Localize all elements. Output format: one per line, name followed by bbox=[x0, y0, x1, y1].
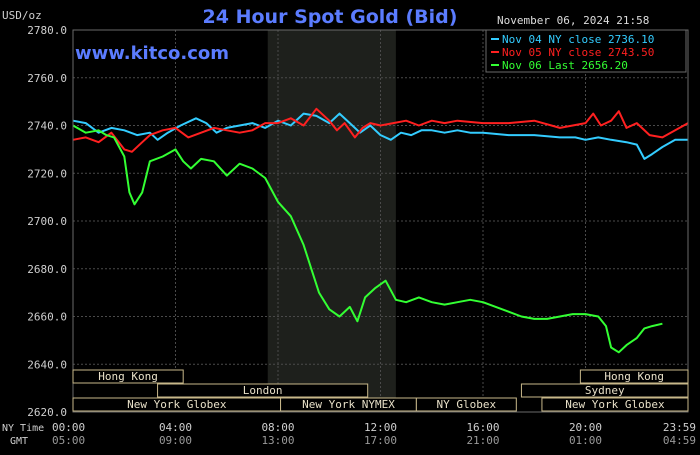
y-tick-label: 2620.0 bbox=[27, 406, 67, 419]
session-bar-label: Hong Kong bbox=[98, 370, 158, 383]
x-tick-label-ny: 20:00 bbox=[569, 421, 602, 434]
x-tick-label-gmt: 09:00 bbox=[159, 434, 192, 447]
x-tick-label-gmt: 21:00 bbox=[466, 434, 499, 447]
x-tick-label-gmt: 17:00 bbox=[364, 434, 397, 447]
watermark-text: www.kitco.com bbox=[75, 43, 229, 64]
session-bar bbox=[157, 383, 369, 398]
session-bar-label: Hong Kong bbox=[604, 370, 664, 383]
session-bar bbox=[415, 397, 517, 412]
x-tick-label-ny: 16:00 bbox=[466, 421, 499, 434]
y-tick-label: 2640.0 bbox=[27, 358, 67, 371]
series-line-2 bbox=[72, 124, 663, 354]
x-tick-label-ny: 23:59 bbox=[663, 421, 696, 434]
x-tick-label-gmt: 13:00 bbox=[261, 434, 294, 447]
legend-entry: Nov 04 NY close 2736.10 bbox=[502, 33, 654, 46]
chart-title: 24 Hour Spot Gold (Bid) bbox=[203, 6, 458, 28]
session-bar-label: NY Globex bbox=[437, 398, 497, 411]
session-bar-label: New York Globex bbox=[565, 398, 665, 411]
session-bar-label: Sydney bbox=[585, 384, 625, 397]
plot-frame bbox=[72, 29, 689, 413]
y-tick-label: 2680.0 bbox=[27, 263, 67, 276]
y-axis-label: USD/oz bbox=[2, 9, 42, 22]
x-tick-label-gmt: 01:00 bbox=[569, 434, 602, 447]
y-tick-label: 2720.0 bbox=[27, 167, 67, 180]
y-tick-label: 2740.0 bbox=[27, 120, 67, 133]
session-bar bbox=[579, 369, 689, 384]
gmt-row-label: GMT bbox=[10, 436, 28, 447]
ny-time-row-label: NY Time bbox=[2, 423, 44, 434]
series-line-0 bbox=[72, 112, 688, 160]
session-bar-label: London bbox=[243, 384, 283, 397]
session-bar bbox=[72, 369, 184, 384]
session-bar-label: New York NYMEX bbox=[302, 398, 395, 411]
x-tick-label-gmt: 05:00 bbox=[52, 434, 85, 447]
legend-box bbox=[485, 29, 687, 73]
x-tick-label-ny: 12:00 bbox=[364, 421, 397, 434]
y-tick-label: 2760.0 bbox=[27, 72, 67, 85]
session-bar bbox=[520, 383, 689, 398]
x-tick-label-ny: 00:00 bbox=[52, 421, 85, 434]
y-tick-label: 2780.0 bbox=[27, 24, 67, 37]
y-tick-label: 2660.0 bbox=[27, 311, 67, 324]
series-line-1 bbox=[72, 107, 689, 153]
x-tick-label-gmt: 04:59 bbox=[663, 434, 696, 447]
y-tick-label: 2700.0 bbox=[27, 215, 67, 228]
legend-entry: Nov 05 NY close 2743.50 bbox=[502, 46, 654, 59]
legend-entry: Nov 06 Last 2656.20 bbox=[502, 59, 628, 72]
x-tick-label-ny: 08:00 bbox=[261, 421, 294, 434]
session-bar-label: New York Globex bbox=[127, 398, 227, 411]
x-tick-label-ny: 04:00 bbox=[159, 421, 192, 434]
session-bar bbox=[541, 397, 689, 412]
date-stamp: November 06, 2024 21:58 bbox=[497, 14, 649, 27]
